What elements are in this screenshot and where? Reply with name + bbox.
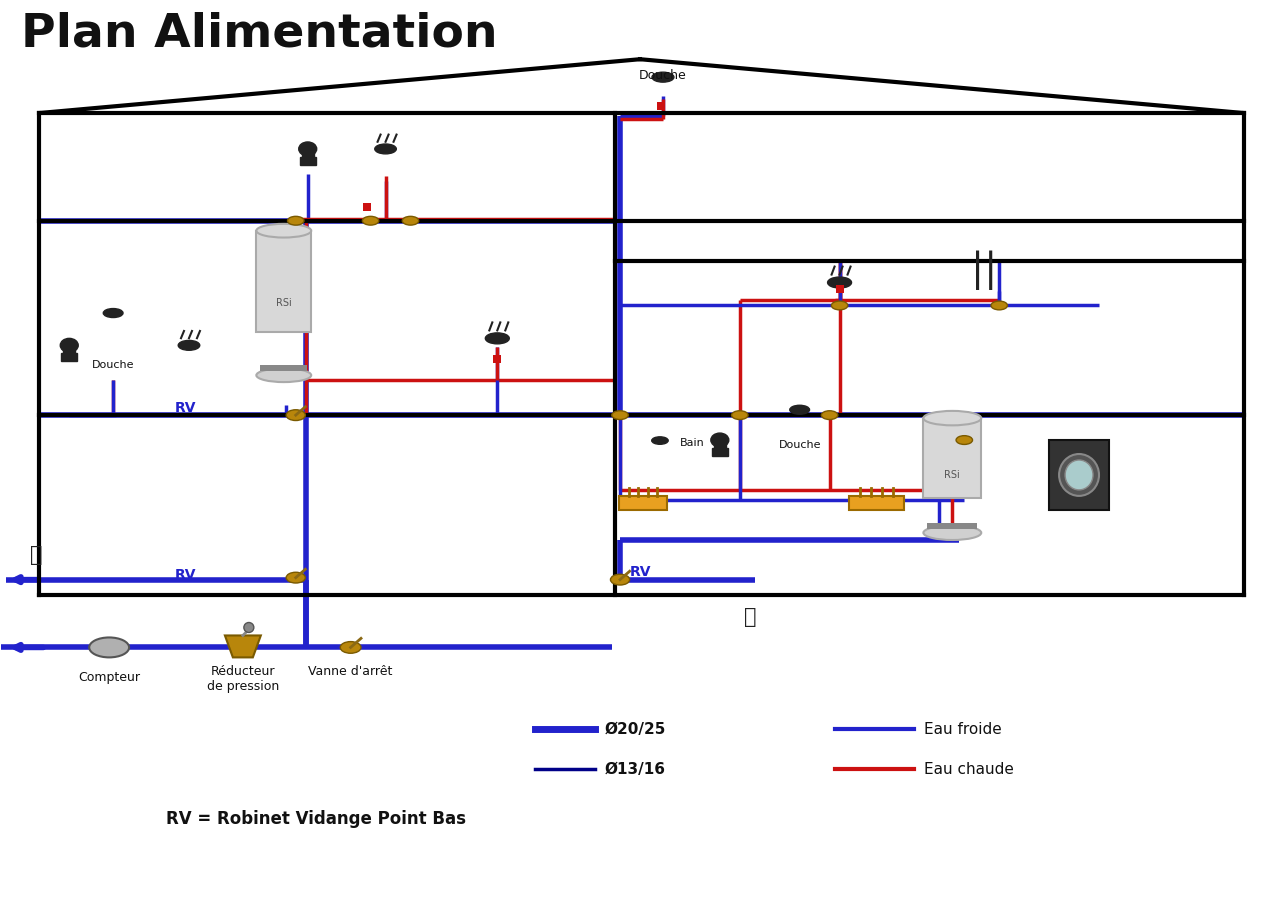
Bar — [302, 149, 314, 157]
Text: RV = Robinet Vidange Point Bas: RV = Robinet Vidange Point Bas — [167, 810, 466, 828]
Ellipse shape — [831, 301, 848, 310]
Ellipse shape — [298, 142, 316, 156]
Text: Réducteur
de pression: Réducteur de pression — [206, 666, 279, 693]
Text: Douche: Douche — [779, 440, 821, 450]
Text: RSi: RSi — [944, 470, 961, 481]
Ellipse shape — [485, 333, 510, 344]
Ellipse shape — [612, 411, 628, 419]
Ellipse shape — [287, 216, 304, 225]
Text: Ø13/16: Ø13/16 — [605, 761, 666, 777]
Ellipse shape — [256, 369, 311, 382]
Bar — [712, 448, 728, 456]
Bar — [835, 284, 844, 293]
Text: Ø20/25: Ø20/25 — [605, 722, 666, 736]
Bar — [260, 365, 307, 371]
Text: ||: || — [971, 251, 998, 291]
Ellipse shape — [991, 301, 1007, 310]
Text: Douche: Douche — [639, 69, 687, 83]
Text: 🚿: 🚿 — [29, 545, 42, 565]
Bar — [927, 523, 977, 529]
Bar — [849, 496, 904, 510]
Ellipse shape — [1065, 460, 1093, 490]
Ellipse shape — [924, 525, 981, 540]
Polygon shape — [225, 635, 261, 657]
Text: RV: RV — [175, 401, 197, 415]
Text: Vanne d'arrêt: Vanne d'arrêt — [309, 666, 393, 679]
Text: Compteur: Compteur — [78, 671, 140, 684]
Ellipse shape — [924, 411, 981, 425]
Ellipse shape — [711, 433, 729, 447]
Ellipse shape — [60, 338, 78, 352]
Text: RSi: RSi — [275, 298, 292, 308]
Bar — [363, 203, 370, 211]
Ellipse shape — [828, 277, 852, 288]
Ellipse shape — [286, 572, 305, 583]
Ellipse shape — [104, 308, 123, 317]
Text: Plan Alimentation: Plan Alimentation — [22, 11, 498, 56]
Bar — [657, 102, 665, 110]
Ellipse shape — [178, 340, 200, 350]
Text: Eau chaude: Eau chaude — [925, 761, 1015, 777]
Ellipse shape — [1059, 454, 1099, 496]
Bar — [924, 418, 981, 498]
Ellipse shape — [652, 436, 669, 445]
Ellipse shape — [90, 637, 129, 657]
Text: RV: RV — [630, 565, 652, 579]
Ellipse shape — [652, 72, 674, 83]
Text: 🚿: 🚿 — [743, 606, 756, 626]
Bar — [63, 346, 76, 353]
Ellipse shape — [256, 224, 311, 238]
Text: Douche: Douche — [92, 360, 135, 370]
Ellipse shape — [341, 642, 361, 653]
Ellipse shape — [375, 144, 396, 154]
Text: Eau froide: Eau froide — [925, 722, 1002, 736]
Text: Bain: Bain — [680, 438, 705, 448]
Ellipse shape — [286, 410, 305, 421]
Bar — [714, 440, 726, 448]
Ellipse shape — [956, 436, 972, 445]
Bar — [256, 231, 311, 332]
Ellipse shape — [821, 411, 838, 419]
Bar — [1049, 440, 1109, 510]
Bar — [300, 157, 315, 165]
Ellipse shape — [790, 405, 810, 414]
Ellipse shape — [402, 216, 419, 225]
Ellipse shape — [611, 574, 630, 585]
Bar — [61, 353, 77, 361]
Text: RV: RV — [175, 568, 197, 581]
Ellipse shape — [243, 623, 254, 633]
Bar — [619, 496, 667, 510]
Ellipse shape — [363, 216, 379, 225]
Ellipse shape — [731, 411, 748, 419]
Bar — [493, 355, 501, 363]
